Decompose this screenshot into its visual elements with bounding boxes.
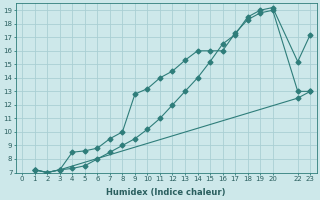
X-axis label: Humidex (Indice chaleur): Humidex (Indice chaleur): [107, 188, 226, 197]
